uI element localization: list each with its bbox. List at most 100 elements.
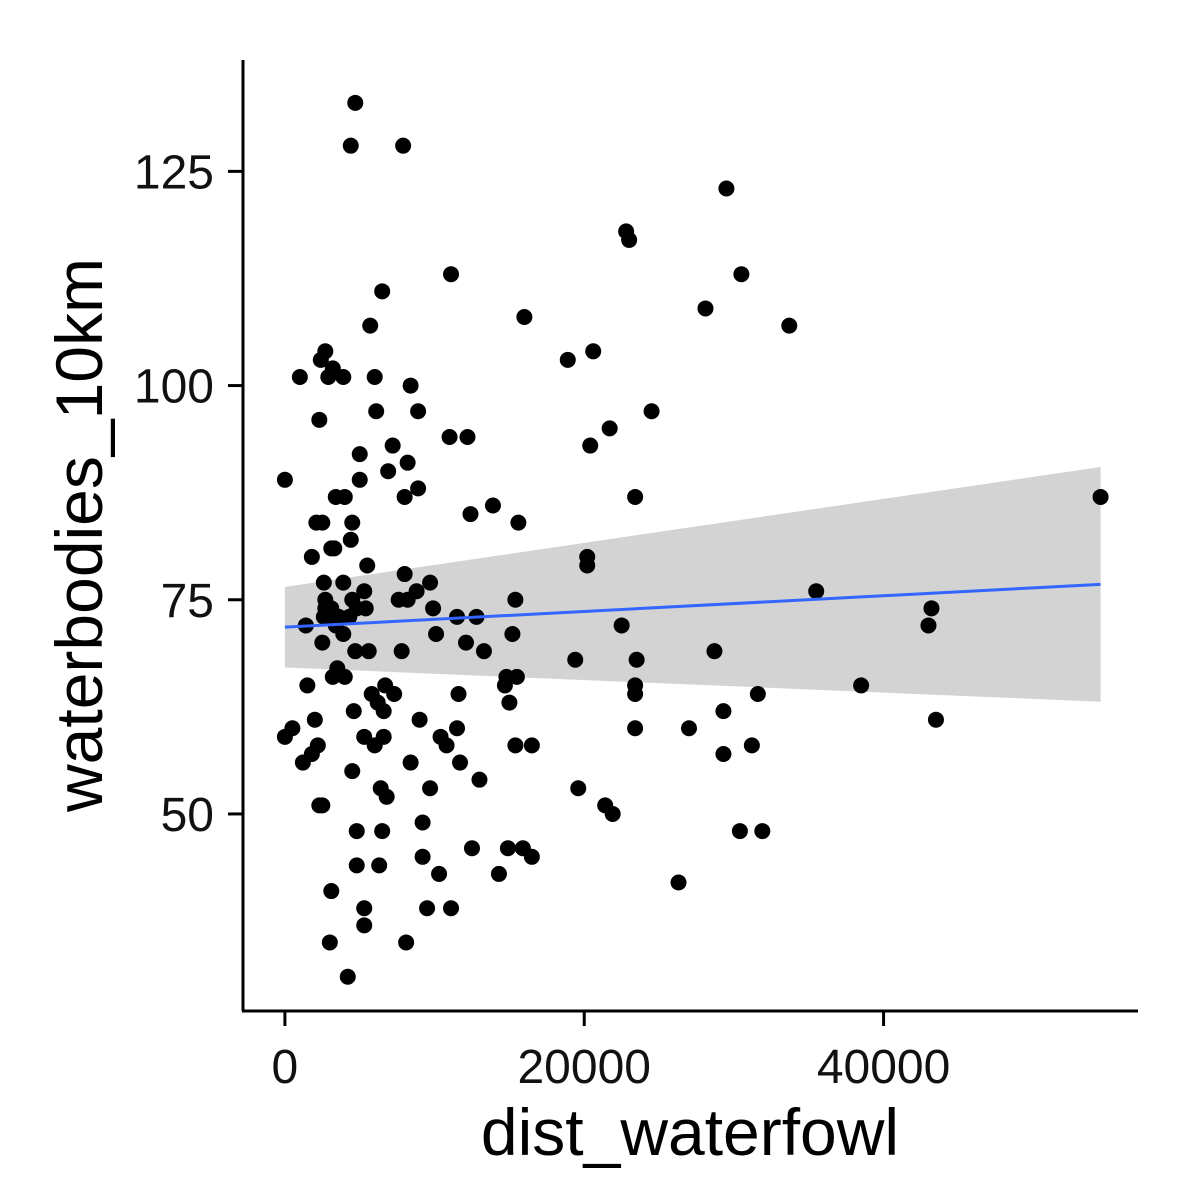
- data-point-13: [559, 351, 576, 368]
- data-point-19: [291, 369, 308, 385]
- data-points: [276, 94, 1109, 985]
- data-point-131: [743, 737, 760, 754]
- data-point-157: [348, 857, 365, 874]
- data-point-89: [360, 643, 377, 660]
- data-point-117: [927, 711, 944, 728]
- data-point-72: [425, 600, 442, 617]
- data-point-97: [336, 668, 353, 685]
- data-point-153: [499, 840, 516, 857]
- y-tick-label: 50: [161, 789, 214, 842]
- data-point-74: [315, 608, 332, 625]
- data-point-22: [402, 377, 419, 394]
- data-point-67: [507, 591, 524, 608]
- data-point-3: [718, 180, 735, 197]
- y-tick-label: 75: [161, 575, 214, 628]
- data-point-0: [347, 94, 364, 111]
- data-point-59: [422, 574, 439, 591]
- data-point-109: [749, 686, 766, 702]
- data-point-140: [422, 780, 439, 797]
- data-point-135: [452, 754, 469, 771]
- data-point-30: [384, 437, 401, 454]
- data-point-5: [621, 231, 638, 248]
- confidence-band: [284, 466, 1101, 702]
- data-point-38: [396, 488, 413, 505]
- data-point-102: [496, 677, 513, 694]
- data-point-71: [357, 600, 374, 617]
- data-point-167: [321, 934, 338, 951]
- data-point-111: [501, 694, 518, 711]
- data-point-86: [314, 634, 331, 651]
- data-point-12: [362, 317, 379, 334]
- data-point-25: [643, 403, 660, 420]
- data-point-152: [463, 840, 480, 857]
- data-point-138: [471, 771, 488, 788]
- data-point-96: [324, 668, 341, 685]
- y-axis-ticks: 50 75 100 125: [134, 146, 243, 842]
- data-point-130: [523, 737, 540, 754]
- x-axis-ticks: 0 20000 40000: [272, 1011, 950, 1094]
- data-point-108: [627, 686, 644, 702]
- data-point-76: [341, 608, 358, 625]
- data-point-82: [920, 617, 937, 634]
- data-point-137: [344, 763, 361, 780]
- data-point-122: [276, 728, 293, 745]
- data-point-91: [475, 643, 492, 660]
- data-point-52: [303, 548, 320, 565]
- data-point-20: [335, 369, 352, 385]
- data-point-165: [443, 900, 460, 917]
- data-point-113: [345, 703, 362, 720]
- data-point-151: [754, 823, 771, 840]
- data-point-34: [380, 463, 397, 480]
- x-tick-label: 40000: [817, 1041, 950, 1094]
- data-point-1: [342, 137, 359, 154]
- data-point-112: [375, 703, 392, 720]
- data-point-119: [449, 720, 466, 737]
- data-point-54: [579, 557, 596, 574]
- data-point-120: [627, 720, 644, 737]
- data-point-90: [393, 643, 410, 660]
- data-point-104: [853, 677, 870, 694]
- y-tick-label: 125: [134, 146, 214, 199]
- data-point-129: [507, 737, 524, 754]
- data-point-2: [395, 137, 412, 154]
- data-point-43: [484, 497, 501, 514]
- data-point-84: [428, 626, 445, 643]
- data-point-121: [681, 720, 698, 737]
- data-point-85: [504, 626, 521, 643]
- data-point-21: [366, 369, 383, 385]
- data-point-36: [351, 471, 368, 488]
- data-point-94: [628, 651, 645, 668]
- data-point-40: [336, 488, 353, 505]
- data-point-88: [347, 643, 364, 660]
- data-point-100: [299, 677, 316, 694]
- data-point-35: [276, 471, 293, 488]
- data-point-7: [733, 266, 750, 283]
- data-point-41: [627, 488, 644, 505]
- data-point-93: [567, 651, 584, 668]
- data-point-23: [368, 403, 385, 420]
- data-point-92: [706, 643, 723, 660]
- data-point-31: [582, 437, 599, 454]
- data-point-28: [441, 428, 458, 445]
- data-point-133: [294, 754, 311, 771]
- data-point-10: [697, 300, 714, 317]
- data-point-134: [402, 754, 419, 771]
- data-point-162: [323, 883, 340, 900]
- y-tick-label: 100: [134, 361, 214, 414]
- data-point-26: [311, 411, 328, 428]
- data-point-8: [374, 283, 391, 300]
- data-point-161: [670, 874, 687, 891]
- data-point-155: [414, 848, 431, 865]
- data-point-156: [523, 848, 540, 865]
- data-point-114: [715, 703, 732, 720]
- data-point-49: [342, 531, 359, 548]
- y-axis-title: waterbodies_10km: [42, 258, 116, 813]
- data-point-148: [348, 823, 365, 840]
- data-point-142: [378, 788, 395, 805]
- x-tick-label: 0: [272, 1041, 299, 1094]
- data-point-106: [386, 686, 403, 702]
- data-point-127: [366, 737, 383, 754]
- data-point-158: [371, 857, 388, 874]
- data-point-136: [715, 745, 732, 762]
